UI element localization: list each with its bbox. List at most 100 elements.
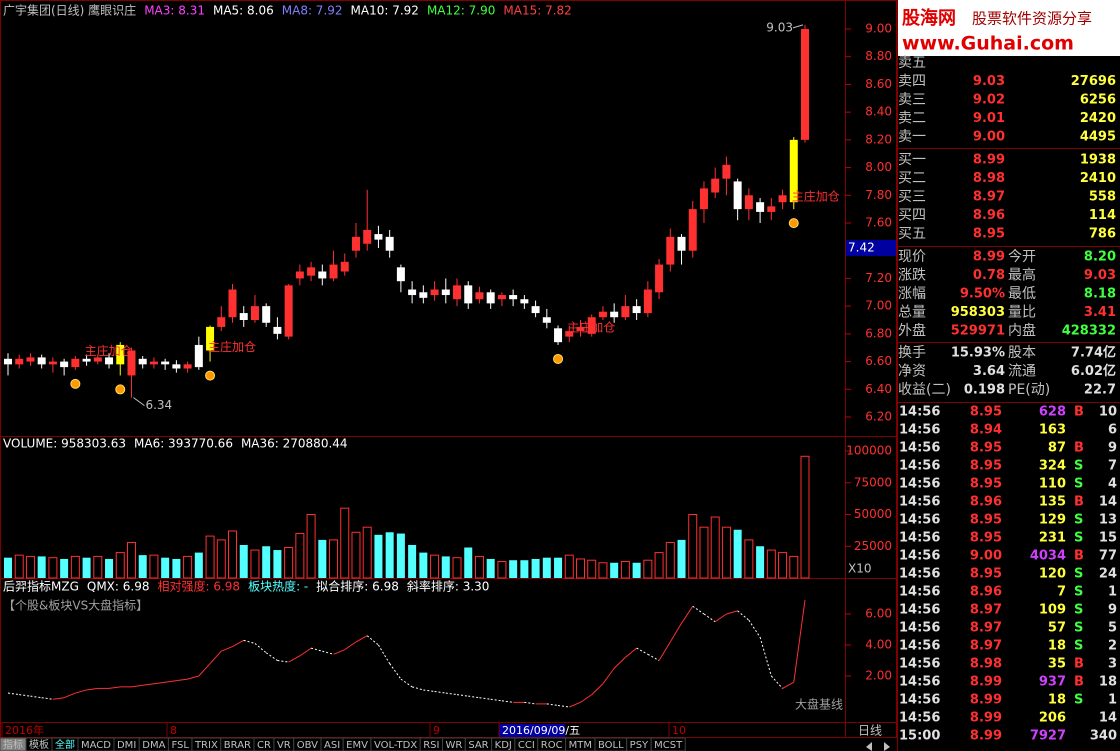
tab[interactable]: ASI bbox=[320, 737, 344, 751]
volume-bar bbox=[632, 562, 641, 578]
volume-bar bbox=[598, 562, 608, 579]
volume-bar bbox=[161, 557, 170, 578]
tab[interactable]: BOLL bbox=[594, 737, 628, 751]
candle-body bbox=[329, 264, 338, 279]
trade-count: 7 bbox=[1108, 459, 1117, 474]
header-item: MA6: 393770.66 bbox=[134, 437, 233, 451]
tab[interactable]: VR bbox=[273, 737, 295, 751]
tab[interactable]: SAR bbox=[464, 737, 493, 751]
volume-bar bbox=[284, 547, 294, 579]
tab[interactable]: RSI bbox=[419, 737, 443, 751]
indicator-segment bbox=[232, 639, 244, 647]
trade-count: 14 bbox=[1099, 495, 1117, 510]
trade-count: 9 bbox=[1108, 441, 1117, 456]
trade-volume: 110 bbox=[1039, 477, 1066, 492]
tab[interactable]: ROC bbox=[537, 737, 567, 751]
candle-body bbox=[396, 267, 405, 282]
indicator-segment bbox=[366, 635, 379, 646]
book-price: 8.96 bbox=[973, 208, 1005, 223]
candle-body bbox=[542, 317, 551, 323]
trade-count: 4 bbox=[1108, 477, 1117, 492]
volume-bar bbox=[14, 554, 24, 579]
trade-time: 14:56 bbox=[899, 585, 940, 600]
trade-flag: S bbox=[1074, 477, 1083, 492]
tab[interactable]: PSY bbox=[626, 737, 652, 751]
candle-body bbox=[340, 261, 349, 272]
tab[interactable]: CR bbox=[253, 737, 275, 751]
tab-label: CCI bbox=[518, 740, 535, 751]
tab[interactable]: DMI bbox=[113, 737, 140, 751]
book-label: 卖三 bbox=[898, 92, 926, 108]
tab[interactable]: OBV bbox=[293, 737, 322, 751]
tab-label: 模板 bbox=[29, 738, 49, 751]
candle-body bbox=[228, 289, 237, 318]
tab[interactable]: MACD bbox=[77, 737, 115, 751]
scroll-right[interactable] bbox=[884, 742, 890, 751]
y-tick-label: 75000 bbox=[854, 475, 892, 489]
trade-volume: 937 bbox=[1039, 675, 1066, 690]
tab[interactable]: EMV bbox=[342, 737, 372, 751]
tab[interactable]: WR bbox=[441, 737, 466, 751]
tab-label: MCST bbox=[654, 740, 683, 751]
indicator-segment bbox=[569, 701, 581, 708]
tab[interactable]: MCST bbox=[650, 737, 686, 751]
trade-volume: 231 bbox=[1039, 531, 1066, 546]
volume-bar bbox=[362, 526, 372, 579]
logo-box bbox=[898, 0, 1120, 56]
signal-dot bbox=[205, 370, 216, 381]
candle-body bbox=[666, 236, 675, 265]
candle-body bbox=[778, 195, 787, 203]
trade-time: 14:56 bbox=[899, 423, 940, 438]
tab[interactable]: BRAR bbox=[220, 737, 255, 751]
logo-url: www.Guhai.com bbox=[902, 33, 1074, 55]
volume-bar bbox=[654, 552, 664, 579]
tab[interactable]: TRIX bbox=[191, 737, 222, 751]
date-label: 10 bbox=[672, 724, 686, 737]
quote-value: 529971 bbox=[951, 324, 1005, 339]
signal-label: 主庄加仓 bbox=[567, 320, 615, 335]
volume-bar bbox=[699, 526, 709, 579]
trade-price: 8.95 bbox=[970, 513, 1002, 528]
tab[interactable]: VOL-TDX bbox=[370, 737, 421, 751]
y-tick-label: 7.20 bbox=[865, 271, 892, 285]
tab[interactable]: MTM bbox=[565, 737, 596, 751]
tab[interactable]: 指标 bbox=[0, 737, 27, 751]
candle-body bbox=[531, 306, 540, 314]
candle-body bbox=[677, 236, 686, 251]
trade-price: 8.95 bbox=[970, 531, 1002, 546]
candle-body bbox=[250, 306, 259, 320]
tab[interactable]: 全部 bbox=[51, 737, 79, 751]
indicator-segment bbox=[108, 686, 121, 689]
book-volume: 1938 bbox=[1080, 153, 1116, 168]
trade-volume: 4034 bbox=[1030, 549, 1066, 564]
trade-volume: 109 bbox=[1039, 603, 1066, 618]
trade-flag: B bbox=[1074, 675, 1084, 690]
tab[interactable]: CCI bbox=[514, 737, 539, 751]
tab-label: CR bbox=[257, 740, 271, 751]
header-item: VOLUME: 958303.63 bbox=[3, 437, 126, 451]
quote-value: 0.78 bbox=[973, 268, 1005, 283]
scroll-left[interactable] bbox=[866, 742, 872, 751]
trade-price: 8.97 bbox=[970, 603, 1002, 618]
candle-body bbox=[239, 313, 248, 320]
date-label: 9 bbox=[433, 724, 440, 737]
volume-bar bbox=[430, 554, 440, 579]
indicator-segment bbox=[187, 675, 199, 680]
candle-body bbox=[217, 317, 226, 327]
tab[interactable]: 模板 bbox=[25, 737, 53, 751]
tab[interactable]: FSL bbox=[167, 737, 193, 751]
candle-body bbox=[711, 178, 720, 193]
candle-body bbox=[284, 285, 293, 337]
tab[interactable]: KDJ bbox=[491, 737, 516, 751]
tab[interactable]: DMA bbox=[138, 737, 169, 751]
volume-bar bbox=[408, 544, 417, 578]
tab-label: VR bbox=[277, 740, 291, 751]
trade-price: 8.96 bbox=[970, 585, 1002, 600]
tab-label: ROC bbox=[541, 740, 563, 751]
quote-value: 9.03 bbox=[1084, 268, 1116, 283]
candle-body bbox=[149, 361, 158, 365]
tab-bg bbox=[650, 737, 686, 751]
trade-time: 14:56 bbox=[899, 711, 940, 726]
volume-bar bbox=[744, 539, 754, 579]
book-volume: 2420 bbox=[1080, 111, 1116, 126]
